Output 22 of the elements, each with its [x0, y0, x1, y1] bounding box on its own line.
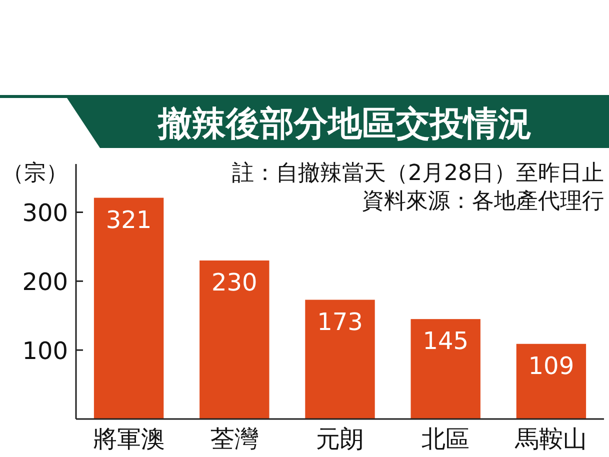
bar	[516, 344, 586, 419]
bar	[410, 319, 480, 419]
data-label: 173	[317, 308, 363, 336]
x-tick-label: 北區	[422, 425, 470, 453]
x-tick-label: 將軍澳	[92, 425, 165, 453]
y-tick-label: 100	[22, 337, 68, 366]
y-tick-label: 300	[22, 199, 68, 228]
y-axis-title: （宗）	[2, 161, 68, 186]
x-tick-label: 馬鞍山	[514, 425, 588, 453]
data-label: 109	[528, 352, 574, 380]
annotation: 資料來源：各地產代理行	[362, 189, 604, 214]
x-tick-label: 元朗	[316, 425, 364, 453]
bar	[200, 260, 270, 419]
data-label: 145	[422, 327, 469, 356]
annotation: 註：自撤辣當天（2月28日）至昨日止	[232, 161, 604, 186]
data-label: 321	[106, 206, 152, 234]
data-label: 230	[211, 268, 258, 296]
bar	[94, 198, 164, 419]
y-tick-label: 200	[22, 268, 68, 296]
chart-title: 撤辣後部分地區交投情況	[157, 104, 532, 144]
bar	[305, 300, 375, 419]
x-tick-label: 荃灣	[210, 425, 258, 453]
